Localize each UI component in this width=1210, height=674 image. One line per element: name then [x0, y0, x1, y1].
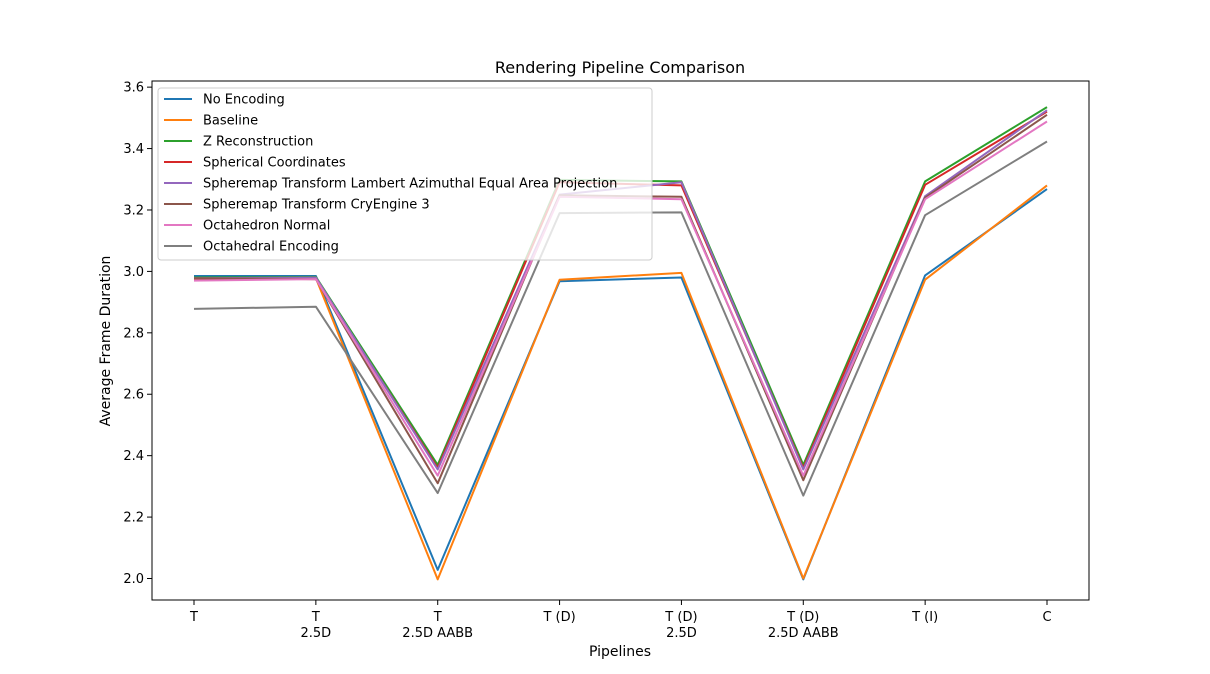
legend-label: Z Reconstruction: [203, 135, 313, 150]
y-tick-label: 2.6: [123, 388, 144, 403]
x-tick-label: T (I): [911, 610, 938, 625]
x-axis-ticks: T T 2.5D T 2.5D AABB T (D) T (D) 2.5D T (D) 2.5D …: [189, 600, 1052, 641]
x-axis-label: Pipelines: [589, 644, 651, 660]
series-line: [194, 188, 1048, 581]
legend-box: [157, 87, 653, 261]
legend-label: Spheremap Transform CryEngine 3: [203, 198, 430, 213]
y-tick-label: 2.0: [123, 572, 144, 587]
x-tick-label: T 2.5D AABB: [402, 610, 473, 641]
chart-title: Rendering Pipeline Comparison: [495, 58, 745, 77]
x-tick-label: T 2.5D: [301, 610, 332, 641]
legend-label: Baseline: [203, 114, 258, 129]
y-tick-label: 3.0: [123, 265, 144, 280]
y-tick-label: 2.8: [123, 326, 144, 341]
y-tick-label: 3.4: [123, 142, 144, 157]
legend: No Encoding Baseline Z Reconstruction Spher…: [157, 87, 653, 261]
y-tick-label: 2.4: [123, 449, 144, 464]
series-line: [193, 184, 1048, 581]
y-axis-label: Average Frame Duration: [98, 256, 114, 427]
x-tick-label: T (D): [542, 610, 575, 625]
x-tick-label: C: [1042, 610, 1051, 625]
legend-label: Spherical Coordinates: [203, 156, 346, 171]
x-tick-label: T (D) 2.5D: [664, 610, 697, 641]
x-tick-label: T: [189, 610, 198, 625]
x-tick-label: T (D) 2.5D AABB: [768, 610, 839, 641]
y-axis-ticks: 2.0 2.2 2.4 2.6 2.8 3.0 3.2 3.4 3.6: [123, 81, 152, 587]
legend-label: No Encoding: [203, 93, 285, 108]
plot-frame: [151, 80, 1090, 601]
y-tick-label: 3.6: [123, 81, 144, 96]
legend-label: Octahedron Normal: [203, 219, 330, 234]
legend-label: Octahedral Encoding: [203, 240, 339, 255]
y-tick-label: 3.2: [123, 203, 144, 218]
legend-label: Spheremap Transform Lambert Azimuthal Eq…: [203, 177, 617, 192]
y-tick-label: 2.2: [123, 511, 144, 526]
